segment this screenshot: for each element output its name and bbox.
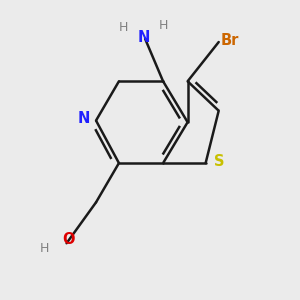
Text: N: N [138,30,150,45]
Text: H: H [119,21,128,34]
Text: N: N [77,111,90,126]
Text: S: S [214,154,225,169]
Text: Br: Br [221,33,239,48]
Text: O: O [62,232,74,247]
Text: H: H [40,242,49,255]
Text: H: H [158,19,168,32]
